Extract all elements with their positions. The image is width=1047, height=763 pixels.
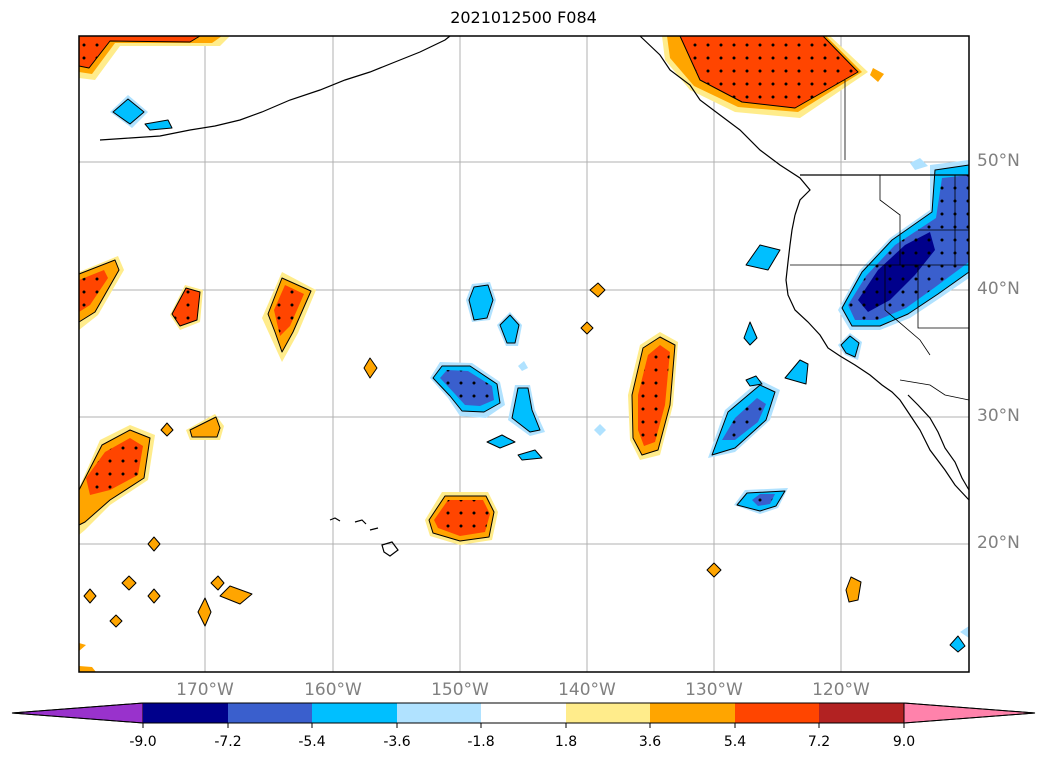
anomaly-region [78,256,124,330]
state-border [917,265,969,329]
hawaii-island [354,519,367,525]
anomaly-region [147,588,161,604]
colorbar-tick-label: 3.6 [638,734,662,750]
colorbar-segment [819,703,904,723]
anomaly-region [112,98,145,125]
baja-coast [907,394,970,491]
anomaly-region [170,285,203,330]
anomaly-region [425,492,498,545]
anomaly-region [363,357,378,379]
state-border [884,265,931,356]
colorbar-tick-label: 7.2 [807,734,831,750]
colorbar-segment [650,703,735,723]
anomaly-region [189,416,221,438]
anomaly-region [219,585,253,605]
state-border [879,175,901,265]
anomaly-region [589,282,606,298]
anomaly-region [468,284,494,321]
colorbar-segment [566,703,650,723]
anomaly-region [628,332,678,460]
anomaly-region [745,375,763,387]
anomaly-region [708,380,780,458]
colorbar-segment [735,703,819,723]
lat-label-30n: 30°N [977,406,1020,426]
positive-anomaly-regions [78,35,884,672]
anomaly-region [144,119,173,131]
lon-label-130w: 130°W [685,680,743,700]
lat-label-50n: 50°N [977,151,1020,171]
anomaly-region [745,244,781,271]
alaska-panhandle-coast [639,35,811,216]
us-west-coast [785,214,970,501]
anomaly-region [518,361,528,371]
anomaly-region [949,635,966,653]
anomaly-region [743,321,758,346]
map-frame [78,35,970,673]
lat-label-40n: 40°N [977,279,1020,299]
anomaly-region [838,160,970,330]
colorbar [11,702,1036,728]
colorbar-segment [228,703,312,723]
anomaly-region [262,272,316,362]
anomaly-region [662,35,884,118]
anomaly-region [517,449,543,461]
anomaly-region [160,422,174,437]
anomaly-region [121,575,137,591]
lon-label-120w: 120°W [812,680,870,700]
us-mexico-border [899,379,970,401]
aleutian-coast [99,35,451,141]
anomaly-region [109,614,123,628]
anomaly-region [752,494,775,506]
colorbar-segment [143,703,228,723]
colorbar-segment-low-extend [11,702,144,724]
anomaly-region [79,666,96,672]
map-background [79,36,969,672]
anomaly-region [580,321,594,335]
colorbar-tick-label: -9.0 [129,734,157,750]
anomaly-region [197,597,212,627]
hawaii-island [381,541,399,557]
anomaly-region [78,35,230,80]
coastlines [99,35,970,557]
anomaly-region [83,588,97,604]
anomaly-region [960,626,969,638]
colorbar-tick-label: -7.2 [214,734,242,750]
colorbar-tick-label: -5.4 [298,734,326,750]
lon-label-160w: 160°W [304,680,362,700]
hawaii-island [369,527,379,531]
hawaii-island [329,517,341,522]
colorbar-segment [312,703,397,723]
colorbar-tick-label: 1.8 [554,734,578,750]
anomaly-region [147,536,161,552]
anomaly-region [845,576,862,603]
colorbar-tick-label: 9.0 [892,734,916,750]
lon-label-170w: 170°W [176,680,234,700]
figure-title: 2021012500 F084 [450,8,597,27]
anomaly-region [784,359,809,385]
anomaly-region [486,434,516,449]
colorbar-tick-label: 5.4 [723,734,747,750]
colorbar-segment [481,703,566,723]
anomaly-region [706,562,722,578]
colorbar-tick-label: -3.6 [383,734,411,750]
anomaly-region [79,643,86,651]
anomaly-region [511,387,541,433]
lon-label-150w: 150°W [431,680,489,700]
anomaly-region [499,314,520,344]
anomaly-region [430,362,505,418]
gridlines [79,36,969,672]
anomaly-region [210,575,225,591]
colorbar-tick-label: -1.8 [467,734,495,750]
negative-anomaly-regions [110,95,970,653]
anomaly-region [594,424,606,436]
lon-label-140w: 140°W [558,680,616,700]
anomaly-region [910,158,928,170]
colorbar-segment [397,703,481,723]
lat-label-20n: 20°N [977,533,1020,553]
anomaly-region [78,425,155,535]
colorbar-segment-high-extend [903,702,1036,724]
anomaly-region [840,335,860,358]
